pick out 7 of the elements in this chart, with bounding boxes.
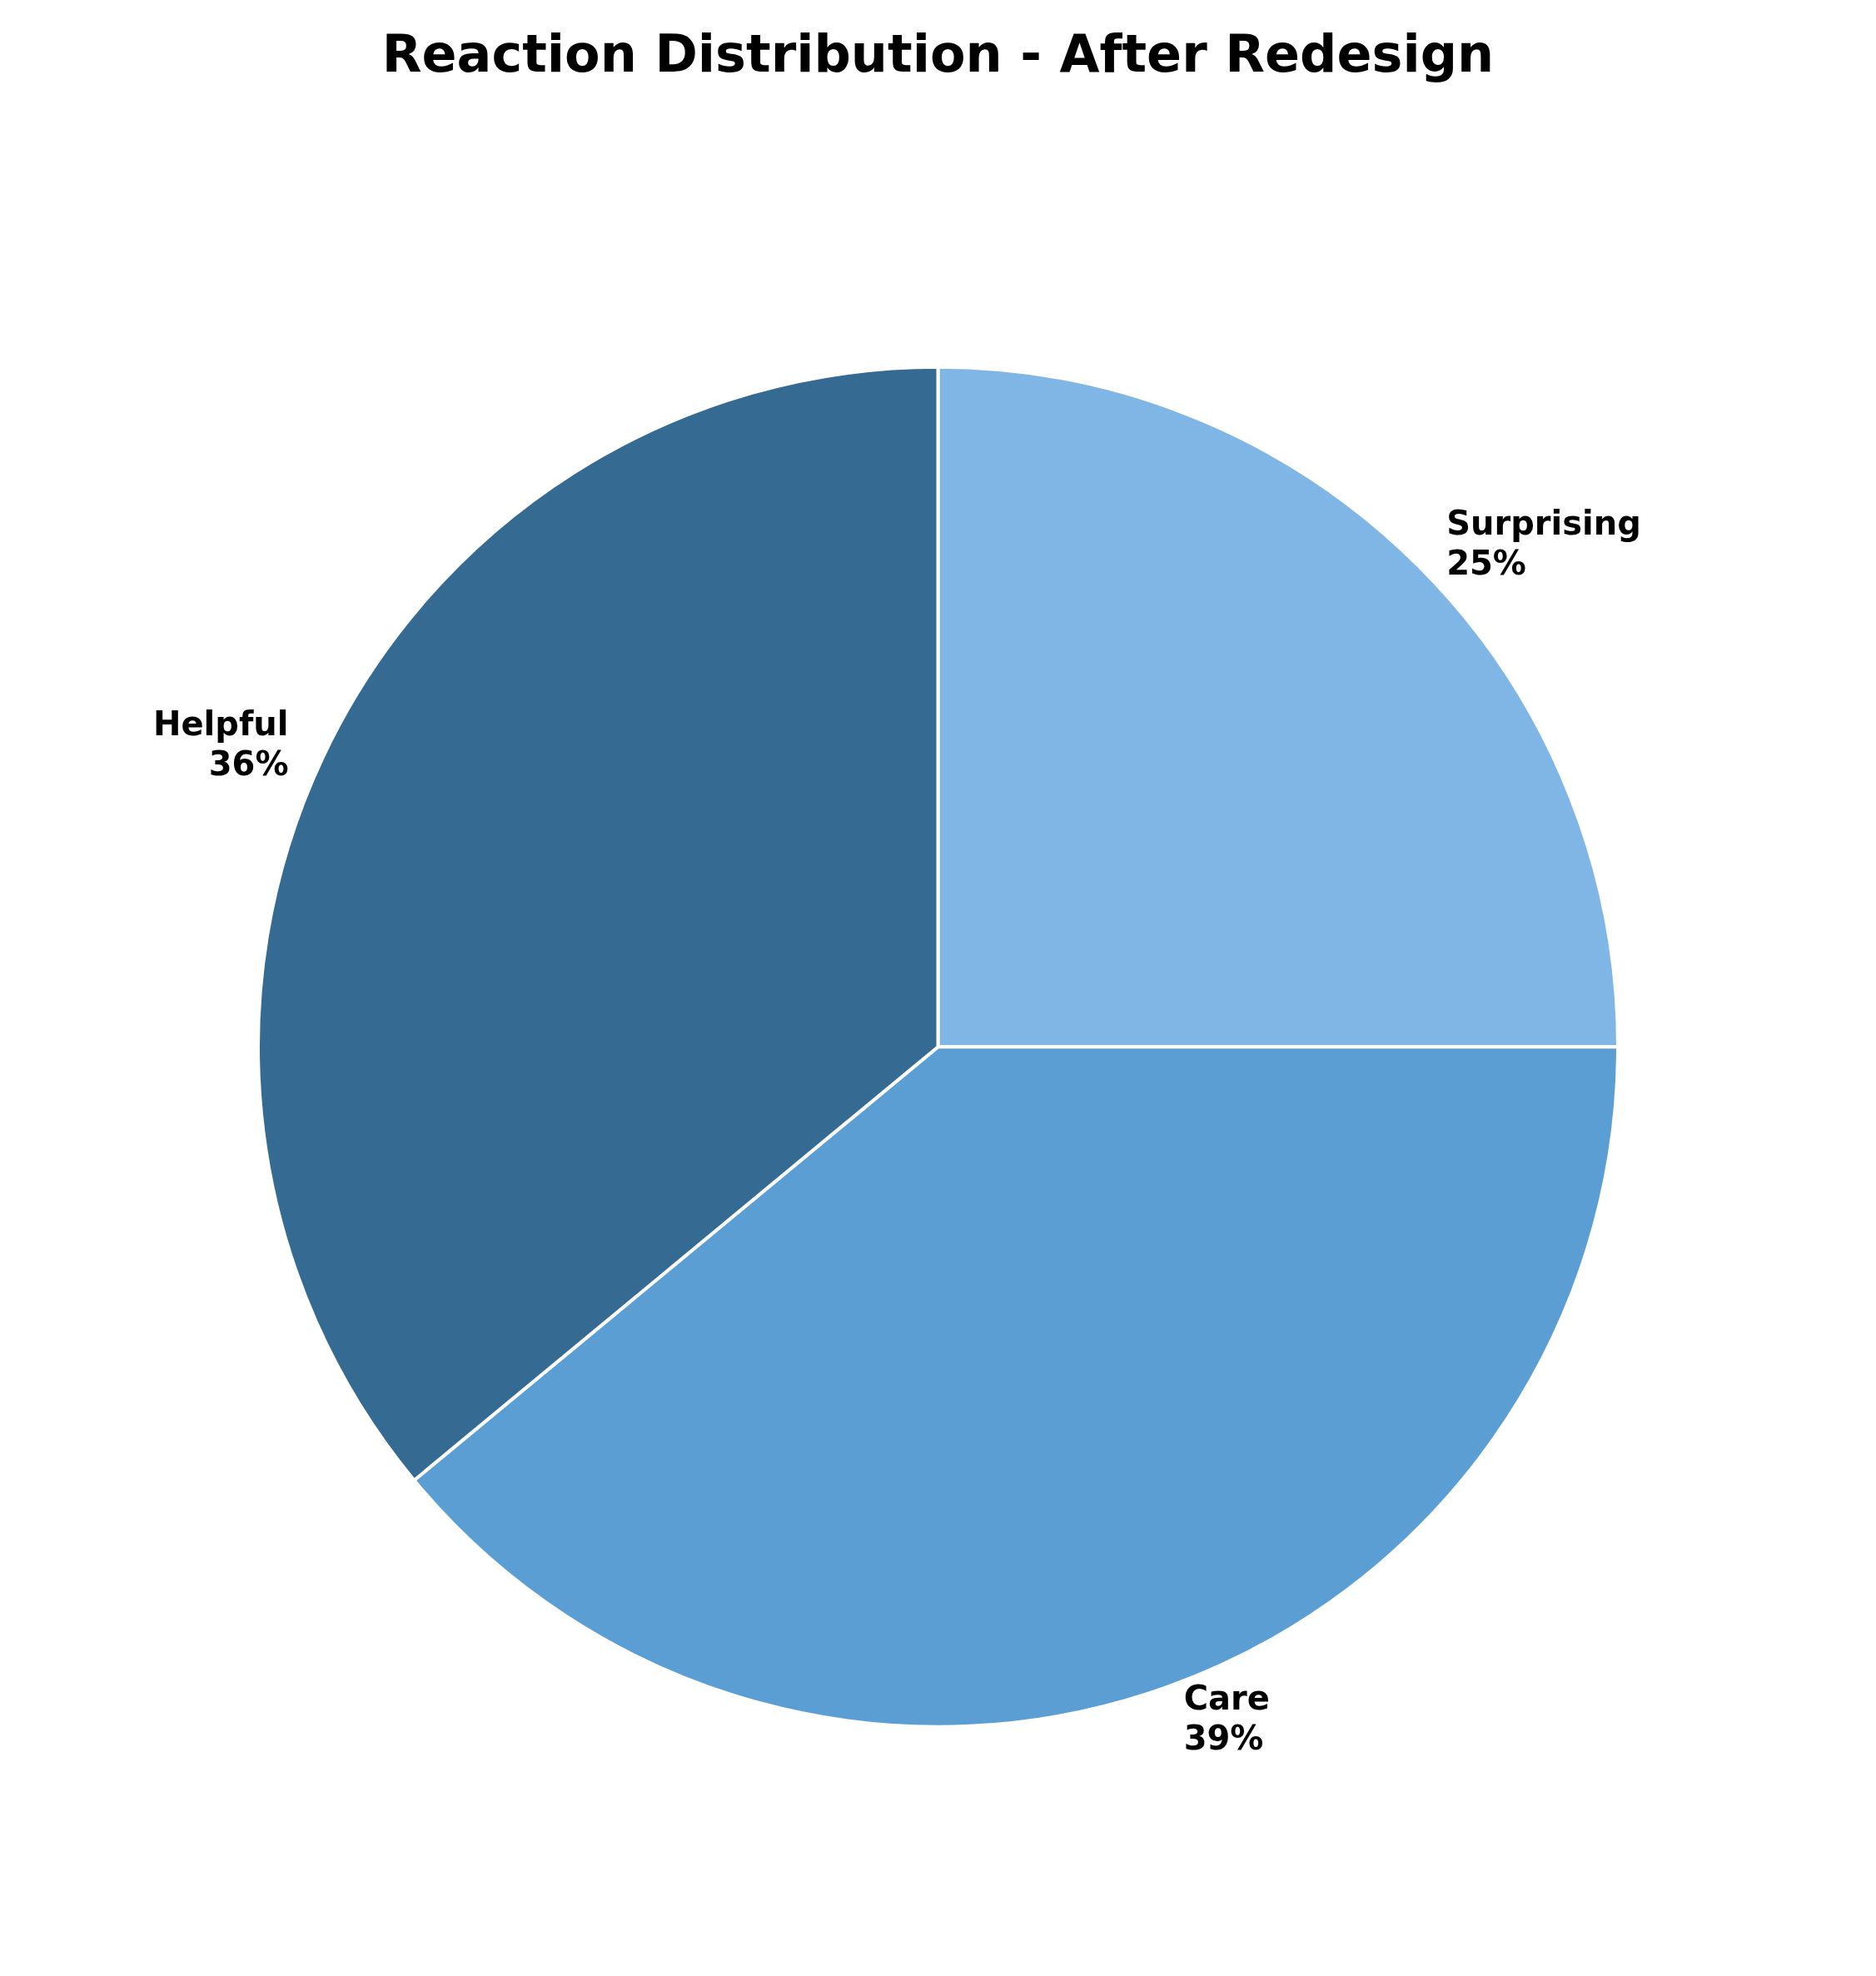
data-label: 36% bbox=[208, 744, 289, 783]
slice-label: Surprising bbox=[1446, 503, 1641, 542]
data-label: 25% bbox=[1446, 543, 1526, 582]
slice-label: Care bbox=[1183, 1679, 1270, 1718]
slice-label: Helpful bbox=[152, 704, 289, 743]
data-label: 39% bbox=[1183, 1719, 1264, 1758]
chart-title: Reaction Distribution - After Redesign bbox=[381, 22, 1495, 84]
